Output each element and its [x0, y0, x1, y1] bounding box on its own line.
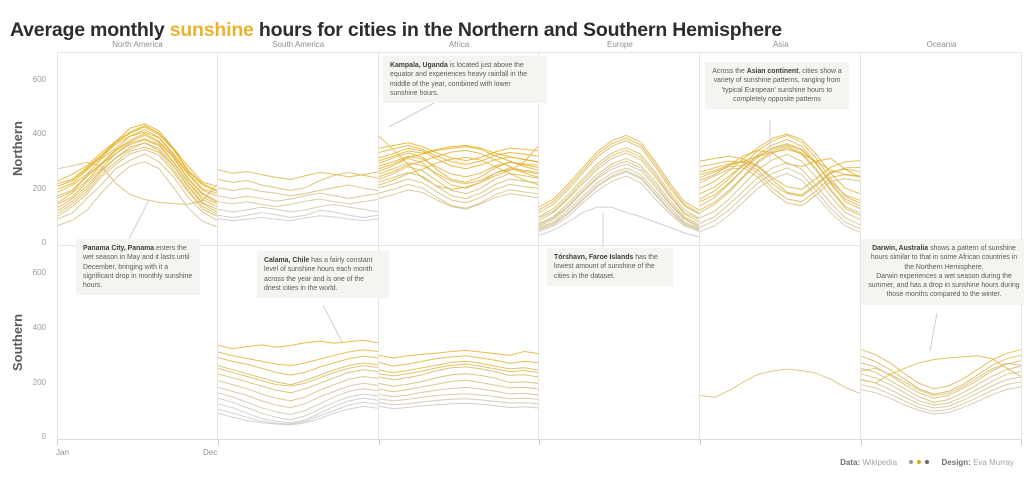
annotation-torshavn: Tórshavn, Faroe Islands has the lowest a…: [547, 248, 673, 286]
x-axis-tick: [1021, 440, 1022, 445]
panel-northern-south-america[interactable]: [217, 52, 379, 245]
panel-southern-europe[interactable]: [539, 245, 701, 440]
small-multiples-grid: Panama City, Panama Kampala, Uganda Tórs…: [57, 52, 1022, 440]
footer-data-value: Wikipedia: [862, 458, 898, 467]
footer-dots: [907, 458, 931, 467]
x-axis-tick: [57, 440, 58, 445]
panel-northern-oceania[interactable]: [861, 52, 1022, 245]
x-axis-label-jan: Jan: [56, 448, 69, 457]
panel-southern-south-america[interactable]: Calama, Chile: [217, 245, 379, 440]
y-tick-label: 0: [41, 432, 46, 441]
title-highlight: sunshine: [169, 19, 254, 42]
annotation-kampala-uganda: Kampala, Uganda is located just above th…: [383, 56, 547, 103]
y-tick-label: 400: [32, 323, 46, 332]
column-header-africa: Africa: [448, 40, 470, 49]
x-axis-tick: [379, 440, 380, 445]
column-header-asia: Asia: [772, 40, 789, 49]
y-tick-label: 200: [32, 184, 46, 193]
panel-northern-asia[interactable]: [700, 52, 862, 245]
y-tick-label: 600: [32, 268, 46, 277]
footer-dot-gold: [917, 460, 922, 465]
page-title: Average monthly sunshine hours for citie…: [10, 19, 782, 42]
y-tick-label: 400: [32, 129, 46, 138]
x-axis-tick: [218, 440, 219, 445]
panel-southern-oceania[interactable]: Darwin, Australia: [861, 245, 1022, 440]
annotation-asian-continent: Across the Asian continent, cities show …: [705, 62, 849, 109]
column-header-europe: Europe: [607, 40, 633, 49]
y-tick-label: 0: [41, 238, 46, 247]
panel-northern-europe[interactable]: Tórshavn, Faroe Islands: [539, 52, 701, 245]
title-post: hours for cities in the Northern and Sou…: [253, 19, 782, 42]
x-axis-label-dec: Dec: [203, 448, 218, 457]
y-tick-label: 200: [32, 378, 46, 387]
panel-southern-africa[interactable]: [378, 245, 540, 440]
footer-design-label: Design:: [941, 458, 971, 467]
footer-design-value: Eva Murray: [973, 458, 1014, 467]
footer-dot-dark: [925, 460, 930, 465]
column-header-oceania: Oceania: [926, 40, 957, 49]
y-tick-label: 600: [32, 75, 46, 84]
x-axis-tick: [861, 440, 862, 445]
annotation-darwin-australia: Darwin, Australia shows a pattern of sun…: [861, 239, 1024, 305]
annotation-calama-chile: Calama, Chile has a fairly constant leve…: [257, 251, 389, 298]
footer-dot-gray: [909, 460, 914, 465]
column-header-south-america: South America: [272, 40, 325, 49]
column-headers: North America South America Africa Europ…: [57, 40, 1022, 49]
x-axis-tick: [539, 440, 540, 445]
footer-credits: Data: Wikipedia Design: Eva Murray: [840, 458, 1014, 467]
annotation-panama-city: Panama City, Panama enters the wet seaso…: [76, 239, 200, 296]
x-axis-tick: [700, 440, 701, 445]
footer-data-label: Data:: [840, 458, 861, 467]
title-pre: Average monthly: [10, 19, 170, 42]
column-header-north-america: North America: [112, 40, 163, 49]
panel-southern-asia[interactable]: [700, 245, 862, 440]
panel-northern-africa[interactable]: Kampala, Uganda: [378, 52, 540, 245]
panel-northern-north-america[interactable]: Panama City, Panama: [57, 52, 218, 245]
